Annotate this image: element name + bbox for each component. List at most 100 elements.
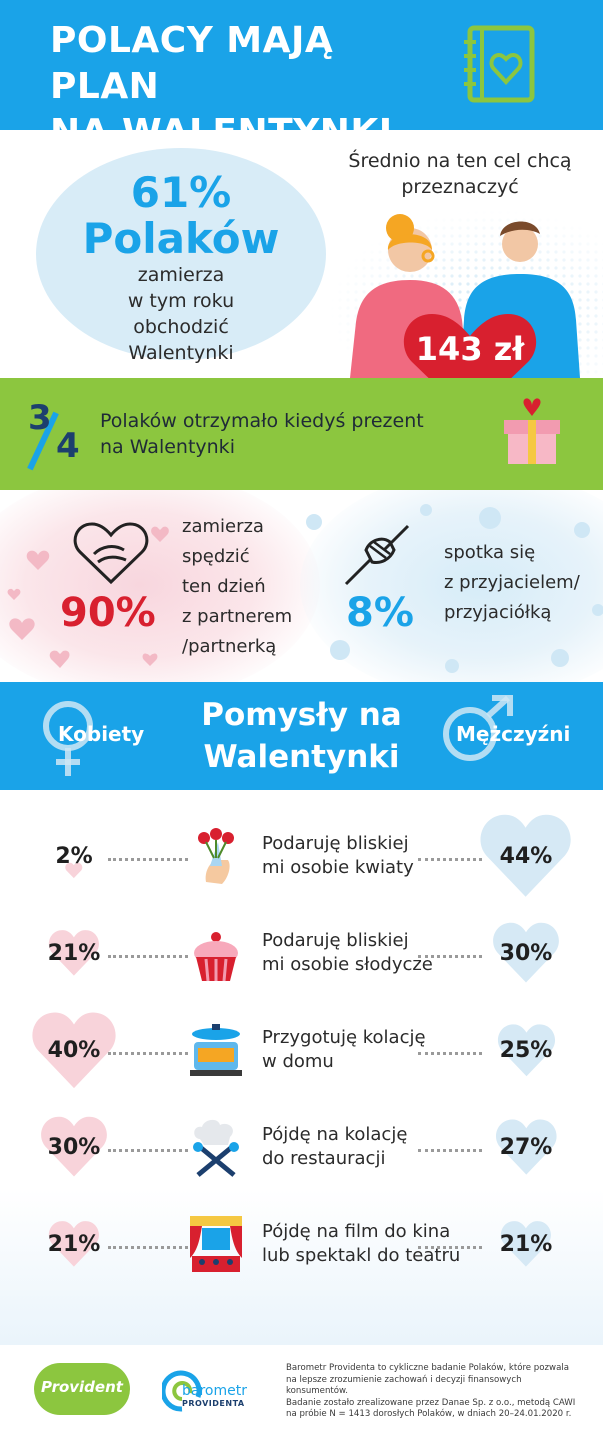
women-label: Kobiety — [58, 722, 145, 746]
friend-line-2: z przyjacielem/ — [444, 572, 580, 593]
fraction-numerator: 3 — [28, 398, 52, 438]
ideas-header: Kobiety Pomysły na Walentynki Mężczyźni — [0, 682, 603, 790]
idea-label: Podaruję bliskiej mi osobie kwiaty — [262, 832, 462, 880]
stat-bubble — [36, 148, 326, 360]
table-row: 30% Pójdę na kolację do restauracji 27% — [0, 1101, 603, 1197]
idea-label-line-2: w domu — [262, 1051, 334, 1072]
left-dotted-leader — [108, 858, 188, 861]
mars-symbol-icon — [443, 695, 513, 761]
right-dotted-leader — [418, 858, 482, 861]
idea-label: Podaruję bliskiej mi osobie słodycze — [262, 929, 462, 977]
friend-line-3: przyjaciółką — [444, 602, 552, 623]
idea-label-line-1: Podaruję bliskiej — [262, 930, 409, 951]
barometr-arc-icon — [160, 1370, 202, 1412]
women-heart-mark — [48, 930, 100, 976]
desc-line-1: zamierza — [137, 264, 225, 286]
heart-amount-icon — [403, 314, 537, 418]
men-value: 44% — [499, 844, 553, 869]
men-value: 25% — [499, 1038, 553, 1063]
theatre-stage-icon — [190, 1216, 242, 1272]
men-value: 30% — [499, 941, 553, 966]
left-dotted-leader — [108, 955, 188, 958]
gift-box-icon — [504, 398, 560, 464]
provident-logo: Provident — [34, 1363, 130, 1415]
table-row: 21% Podaruję bliskiej mi osobie słodycze 30… — [0, 907, 603, 1003]
women-value: 2% — [55, 844, 93, 869]
men-heart-mark — [495, 1119, 557, 1175]
providenta-word: PROVIDENTA — [182, 1399, 245, 1408]
gift-line-2: na Walentynki — [100, 436, 235, 458]
desc-line-2: w tym roku obchodzić — [127, 290, 235, 338]
celebration-section: 61% Polaków zamierza w tym roku obchodzi… — [0, 130, 603, 418]
women-heart-mark — [41, 1117, 107, 1177]
idea-label-line-1: Podaruję bliskiej — [262, 833, 409, 854]
idea-label-line-1: Przygotuję kolację — [262, 1027, 426, 1048]
women-value: 21% — [47, 1232, 101, 1257]
idea-label-line-2: do restauracji — [262, 1148, 386, 1169]
flowers-icon — [198, 828, 234, 884]
friend-description: spotka się z przyjacielem/ przyjaciółką — [444, 538, 603, 628]
women-value: 21% — [47, 941, 101, 966]
gift-statement: Polaków otrzymało kiedyś prezent na Wale… — [100, 408, 480, 460]
ideas-title-line-1: Pomysły na — [201, 697, 402, 733]
left-dotted-leader — [108, 1149, 188, 1152]
blue-glow — [300, 490, 603, 682]
note-line-4: na próbie N = 1413 dorosłych Polaków, w … — [286, 1409, 572, 1419]
men-heart-mark — [480, 814, 572, 897]
partner-percent: 90% — [60, 590, 156, 636]
friend-line-1: spotka się — [444, 542, 536, 563]
table-row: 21% Pójdę na film do kina lub spektakl do … — [0, 1198, 603, 1294]
partner-line-4: z partnerem — [182, 606, 293, 627]
men-label: Mężczyźni — [456, 722, 571, 746]
ideas-title: Pomysły na Walentynki — [150, 694, 453, 778]
title-line-1: POLACY MAJĄ PLAN — [50, 20, 334, 107]
idea-label: Przygotuję kolację w domu — [262, 1026, 462, 1074]
left-dotted-leader — [108, 1246, 188, 1249]
average-spend-caption: Średnio na ten cel chcą przeznaczyć — [330, 148, 590, 200]
holding-hands-icon — [73, 522, 149, 585]
header-banner: POLACY MAJĄ PLAN NA WALENTYNKI — [0, 0, 603, 153]
chef-hat-cutlery-icon — [193, 1119, 239, 1177]
methodology-note: Barometr Providenta to cykliczne badanie… — [286, 1363, 586, 1421]
celebrate-percent: 61% — [130, 168, 232, 217]
note-line-1: Barometr Providenta to cykliczne badanie… — [286, 1363, 569, 1373]
idea-label: Pójdę na film do kina lub spektakl do tea… — [262, 1220, 462, 1268]
partner-line-5: /partnerką — [182, 636, 277, 657]
gift-line-1: Polaków otrzymało kiedyś prezent — [100, 410, 424, 432]
women-heart-mark — [48, 1221, 100, 1267]
avg-line-2: przeznaczyć — [401, 176, 519, 198]
idea-label: Pójdę na kolację do restauracji — [262, 1123, 462, 1171]
avg-line-1: Średnio na ten cel chcą — [348, 150, 572, 172]
venus-symbol-icon — [43, 701, 93, 776]
men-value: 21% — [499, 1232, 553, 1257]
idea-label-line-1: Pójdę na film do kina — [262, 1221, 451, 1242]
footer: Provident barometr PROVIDENTA Barometr P… — [0, 1345, 603, 1440]
desc-line-3: Walentynki — [128, 342, 234, 364]
celebrate-description: zamierza w tym roku obchodzić Walentynki — [86, 262, 276, 366]
women-heart-mark — [32, 1012, 116, 1088]
idea-label-line-2: mi osobie kwiaty — [262, 857, 414, 878]
right-dotted-leader — [418, 1246, 482, 1249]
men-heart-mark — [497, 1024, 555, 1076]
men-heart-mark — [493, 923, 559, 983]
men-heart-mark — [500, 1221, 552, 1267]
decorative-hearts-and-flowers — [7, 504, 603, 673]
partner-line-1: zamierza — [182, 516, 264, 537]
barometr-logo: barometr PROVIDENTA — [160, 1369, 247, 1417]
companion-section: 90% zamierza spędzić ten dzień z partner… — [0, 490, 603, 682]
ideas-title-line-2: Walentynki — [203, 739, 400, 775]
note-line-2: na lepsze zrozumienie zachowań i decyzji… — [286, 1374, 522, 1397]
fraction-denominator: 4 — [56, 426, 80, 466]
heart-notebook-icon — [464, 25, 535, 103]
table-row: 2% Podaruję bliskiej mi osobie kwiaty 44% — [0, 810, 603, 906]
provident-logo-text: Provident — [41, 1378, 123, 1396]
right-dotted-leader — [418, 1149, 482, 1152]
right-dotted-leader — [418, 1052, 482, 1055]
idea-label-line-1: Pójdę na kolację — [262, 1124, 408, 1145]
men-value: 27% — [499, 1135, 553, 1160]
note-line-3: Badanie zostało zrealizowane przez Danae… — [286, 1397, 576, 1408]
left-dotted-leader — [108, 1052, 188, 1055]
ideas-comparison-table: 2% Podaruję bliskiej mi osobie kwiaty 44% 21… — [0, 790, 603, 1345]
gift-section: 3 4 Polaków otrzymało kiedyś prezent na … — [0, 378, 603, 490]
